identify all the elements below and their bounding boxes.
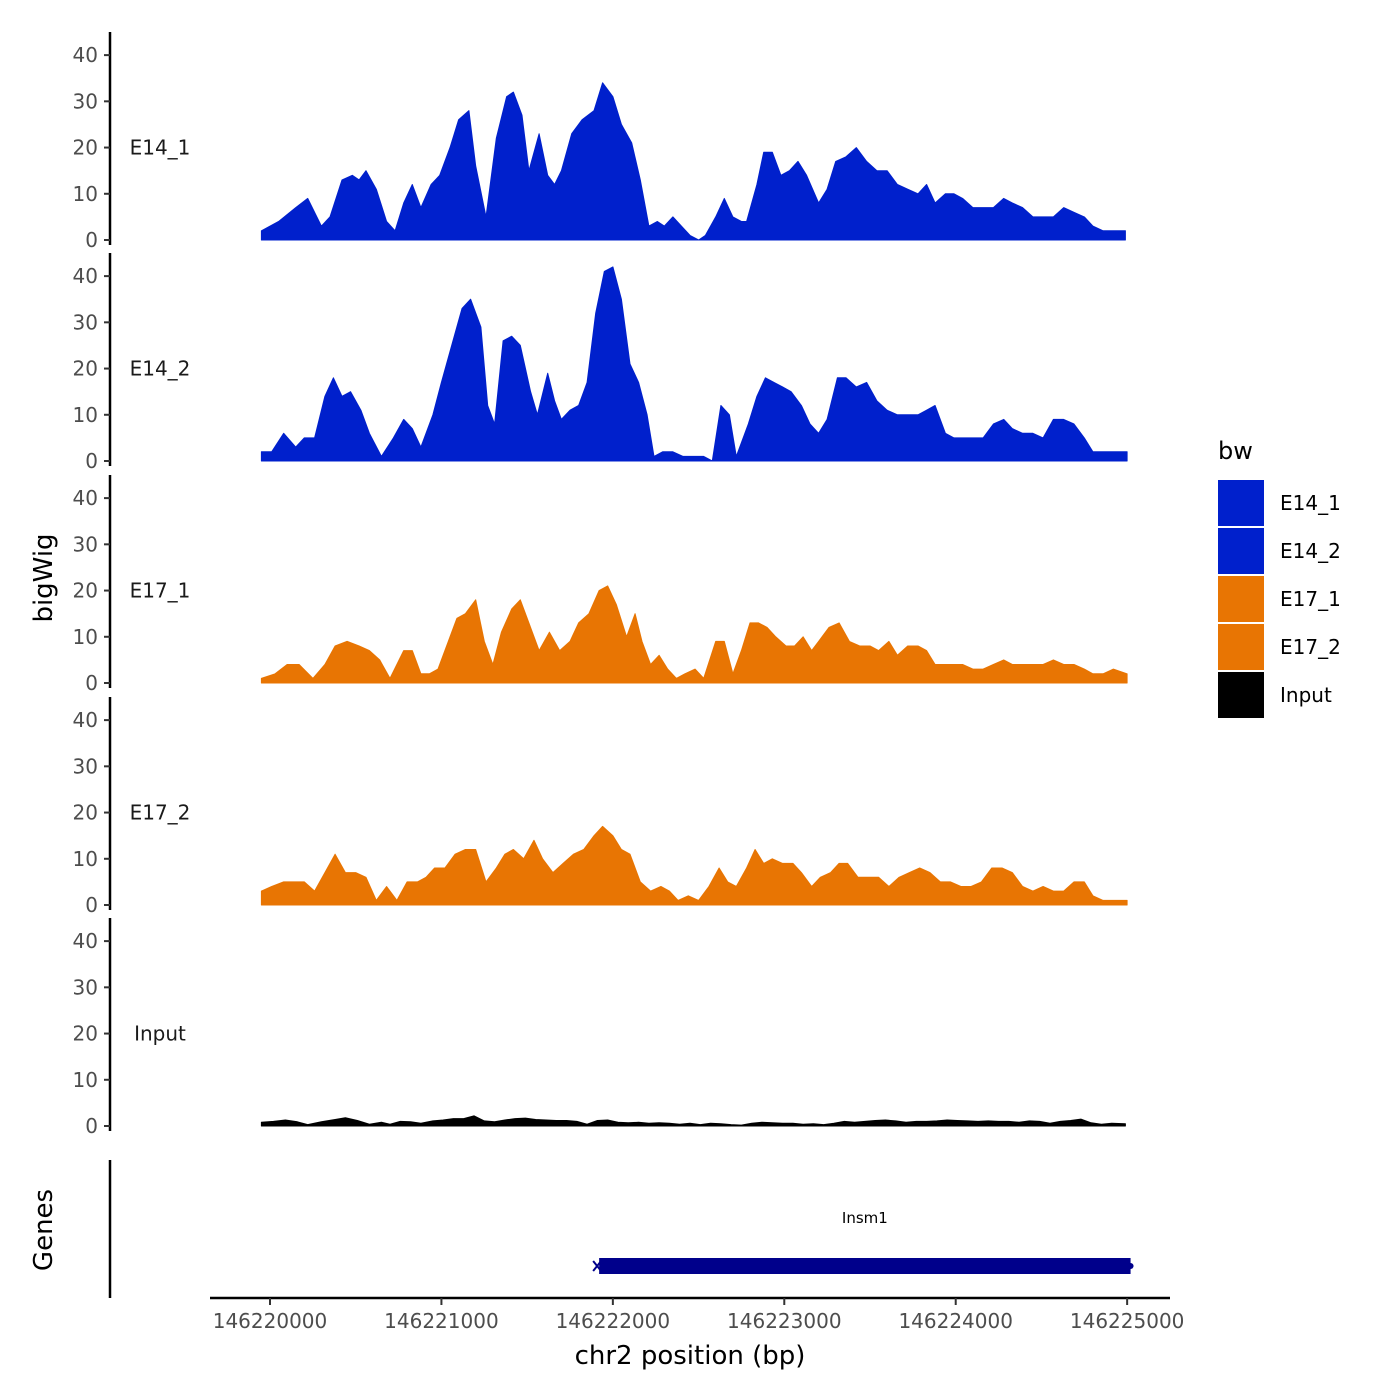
coverage-area <box>260 266 1128 462</box>
y-tick-label: 40 <box>73 486 98 510</box>
coverage-area <box>260 585 1128 684</box>
y-tick-label: 20 <box>73 1022 98 1046</box>
y-tick-label: 10 <box>73 625 98 649</box>
track-panel-e14_1: 0 10 20 30 40 E14_1 <box>73 32 1126 252</box>
track-panel-e17_2: 0 10 20 30 40 E17_2 <box>73 697 1128 917</box>
track-label: E14_1 <box>130 136 191 160</box>
legend: bw E14_1 E14_2 E17_1 E17_2 Input <box>1218 437 1341 718</box>
legend-label: E14_2 <box>1280 539 1341 563</box>
y-tick-label: 30 <box>73 89 98 113</box>
legend-label: E17_2 <box>1280 635 1341 659</box>
legend-key-e17_1 <box>1218 576 1264 622</box>
track-label: E17_1 <box>130 579 191 603</box>
gene-body <box>599 1258 1131 1274</box>
legend-label: Input <box>1280 683 1332 707</box>
y-tick-label: 10 <box>73 182 98 206</box>
coverage-area <box>260 82 1126 241</box>
track-panels: 0 10 20 30 40 E14_1 0 10 20 30 40 E14_2 0 10 20 30 40 E17… <box>73 32 1128 1138</box>
track-panel-e14_2: 0 10 20 30 40 E14_2 <box>73 253 1128 473</box>
legend-title: bw <box>1218 437 1253 465</box>
coverage-area <box>260 825 1128 906</box>
x-tick-label: 146221000 <box>384 1309 499 1333</box>
y-tick-label: 10 <box>73 847 98 871</box>
legend-key-e14_1 <box>1218 480 1264 526</box>
y-tick-label: 0 <box>85 1114 98 1138</box>
y-tick-label: 30 <box>73 975 98 999</box>
x-axis-title: chr2 position (bp) <box>575 1341 806 1371</box>
y-tick-label: 0 <box>85 228 98 252</box>
gene-label: Insm1 <box>842 1209 888 1227</box>
legend-key-e14_2 <box>1218 528 1264 574</box>
y-axis-title: bigWig <box>29 533 59 622</box>
x-tick-label: 146220000 <box>213 1309 328 1333</box>
y-tick-label: 40 <box>73 708 98 732</box>
y-tick-label: 10 <box>73 1068 98 1092</box>
legend-label: E17_1 <box>1280 587 1341 611</box>
track-label: E17_2 <box>130 801 191 825</box>
y-tick-label: 20 <box>73 357 98 381</box>
x-tick-label: 146223000 <box>727 1309 842 1333</box>
y-tick-label: 0 <box>85 893 98 917</box>
legend-key-input <box>1218 672 1264 718</box>
track-label: E14_2 <box>130 357 191 381</box>
legend-label: E14_1 <box>1280 491 1341 515</box>
track-label: Input <box>134 1022 186 1046</box>
y-tick-label: 30 <box>73 754 98 778</box>
y-tick-label: 0 <box>85 671 98 695</box>
x-axis: 146220000 146221000 146222000 146223000 1462… <box>210 1296 1185 1333</box>
y-tick-label: 20 <box>73 136 98 160</box>
gene-panel: Insm1 <box>108 1160 1134 1298</box>
x-tick-label: 146224000 <box>898 1309 1013 1333</box>
track-panel-input: 0 10 20 30 40 Input <box>73 918 1126 1138</box>
gene-panel-title: Genes <box>29 1189 59 1271</box>
gene-start-mark <box>592 1260 602 1272</box>
y-tick-label: 20 <box>73 579 98 603</box>
y-tick-label: 10 <box>73 403 98 427</box>
y-tick-label: 30 <box>73 532 98 556</box>
y-tick-label: 0 <box>85 449 98 473</box>
coverage-area <box>260 1115 1126 1127</box>
y-tick-label: 40 <box>73 43 98 67</box>
legend-key-e17_2 <box>1218 624 1264 670</box>
x-tick-label: 146222000 <box>556 1309 671 1333</box>
gene-end-mark <box>1127 1263 1134 1269</box>
x-tick-label: 146225000 <box>1070 1309 1185 1333</box>
y-tick-label: 30 <box>73 310 98 334</box>
y-tick-label: 40 <box>73 929 98 953</box>
y-tick-label: 40 <box>73 264 98 288</box>
y-tick-label: 20 <box>73 801 98 825</box>
track-panel-e17_1: 0 10 20 30 40 E17_1 <box>73 475 1128 695</box>
